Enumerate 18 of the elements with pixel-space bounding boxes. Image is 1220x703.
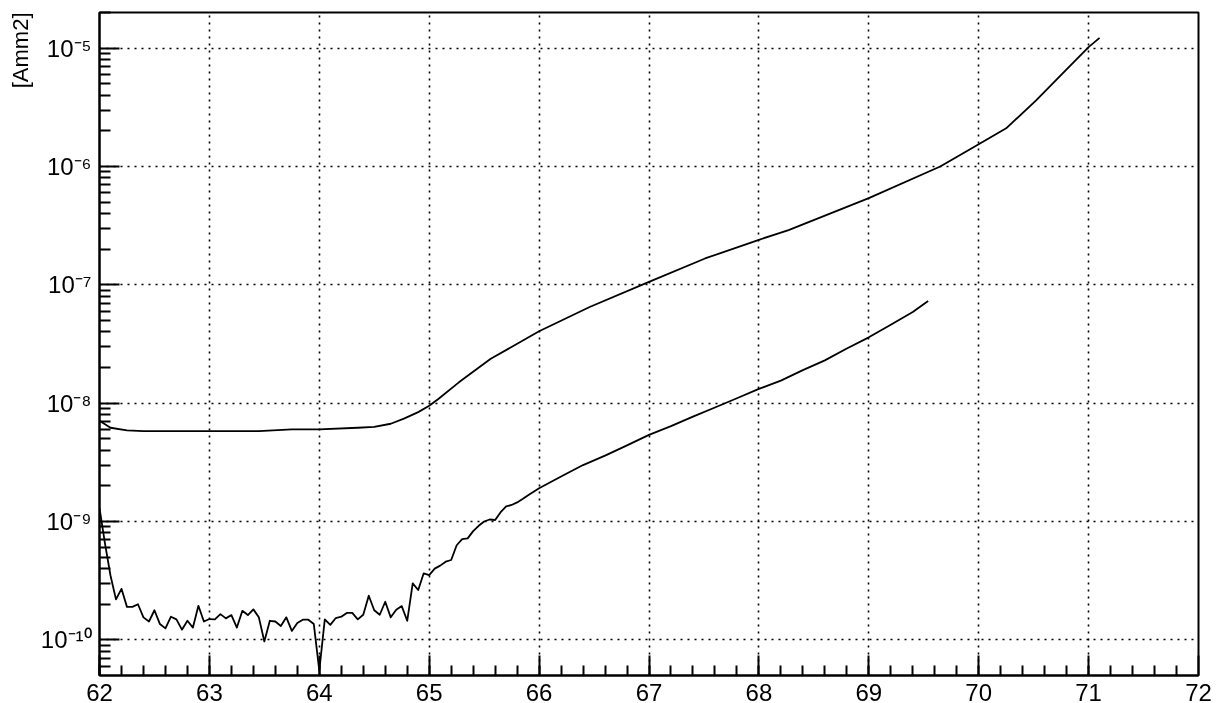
y-tick-label: 10⁻¹⁰ (40, 626, 92, 654)
x-tick-label: 68 (745, 678, 773, 703)
x-tick-label: 65 (415, 678, 443, 703)
x-tick-label: 70 (965, 678, 993, 703)
x-tick-label: 69 (855, 678, 883, 703)
y-tick-label: 10⁻⁸ (46, 389, 92, 417)
x-tick-label: 62 (86, 678, 113, 703)
x-tick-label: 67 (635, 678, 663, 703)
y-tick-label: 10⁻⁵ (46, 34, 92, 62)
y-tick-label: 10⁻⁶ (46, 152, 92, 180)
y-axis-title: [Amm2] (7, 12, 33, 89)
x-tick-label: 63 (196, 678, 223, 703)
x-tick-label: 71 (1075, 678, 1102, 703)
x-tick-label: 64 (305, 678, 333, 703)
y-tick-label: 10⁻⁹ (46, 508, 92, 536)
x-tick-label: 72 (1185, 678, 1212, 703)
y-tick-label: 10⁻⁷ (48, 271, 92, 299)
x-tick-label: 66 (525, 678, 553, 703)
